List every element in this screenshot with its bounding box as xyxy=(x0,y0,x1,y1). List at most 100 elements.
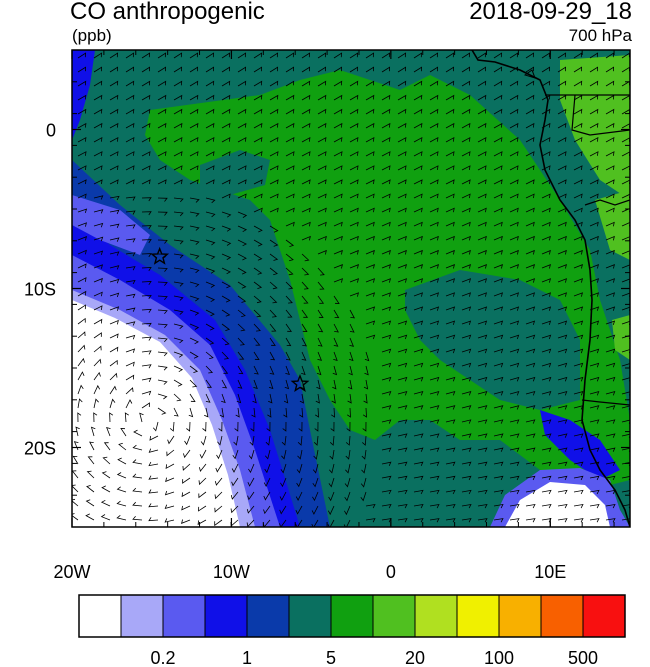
wind-barb xyxy=(173,309,184,315)
wind-barb xyxy=(589,334,600,340)
wind-barb xyxy=(77,357,85,367)
wind-barb xyxy=(525,376,536,382)
wind-barb xyxy=(157,281,168,286)
wind-barb xyxy=(477,405,488,410)
wind-barb xyxy=(221,122,231,129)
wind-barb xyxy=(198,477,207,486)
wind-barb xyxy=(344,477,351,488)
wind-barb xyxy=(77,304,86,311)
wind-barb xyxy=(413,235,423,241)
wind-barb xyxy=(116,500,127,507)
wind-barb xyxy=(234,421,239,432)
wind-barb xyxy=(157,179,167,185)
wind-barb xyxy=(253,323,261,332)
wind-barb xyxy=(101,471,111,479)
wind-barb xyxy=(573,235,583,241)
wind-barb xyxy=(541,419,552,424)
wind-barb xyxy=(573,334,584,340)
wind-barb xyxy=(477,489,488,495)
wind-barb xyxy=(141,151,151,157)
wind-barb xyxy=(477,376,488,382)
wind-barb xyxy=(349,94,359,101)
wind-barb xyxy=(269,323,277,332)
wind-barb xyxy=(109,385,117,395)
wind-barb xyxy=(157,379,168,385)
wind-barb xyxy=(181,505,191,511)
wind-barb xyxy=(269,94,279,101)
wind-barb xyxy=(605,334,616,340)
wind-barb xyxy=(317,179,327,185)
wind-barb xyxy=(250,421,255,432)
wind-barb xyxy=(93,264,103,269)
wind-barb xyxy=(141,364,152,369)
wind-barb xyxy=(413,362,424,368)
wind-barb xyxy=(72,455,79,465)
wind-barb xyxy=(589,489,600,495)
wind-barb xyxy=(333,351,338,361)
wind-barb xyxy=(285,207,295,213)
wind-barb xyxy=(509,108,519,115)
wind-barb xyxy=(413,447,424,452)
wind-barb xyxy=(173,179,183,185)
wind-barb xyxy=(557,405,568,410)
wind-barb xyxy=(311,505,319,515)
wind-barb xyxy=(493,235,503,241)
wind-barb xyxy=(317,249,327,255)
wind-barb xyxy=(525,334,536,340)
wind-barb xyxy=(589,108,599,115)
wind-barb xyxy=(397,475,408,481)
wind-barb xyxy=(525,221,535,227)
wind-barb xyxy=(365,249,375,255)
wind-barb xyxy=(157,211,168,216)
wind-barb xyxy=(333,235,343,241)
wind-barb xyxy=(221,393,226,404)
colorbar-box xyxy=(162,594,206,638)
wind-barb xyxy=(461,249,471,255)
wind-barb xyxy=(445,80,455,87)
wind-barb xyxy=(93,305,103,311)
wind-barb xyxy=(173,379,183,387)
wind-barb xyxy=(269,309,277,318)
wind-barb xyxy=(333,66,343,73)
wind-barb xyxy=(141,197,152,202)
wind-barb xyxy=(541,348,552,354)
wind-barb xyxy=(525,264,535,269)
wind-barb xyxy=(173,80,183,87)
wind-barb xyxy=(125,94,135,101)
wind-barb xyxy=(77,249,87,255)
wind-barb xyxy=(124,412,129,423)
wind-barb xyxy=(557,348,568,354)
wind-barb xyxy=(296,477,303,488)
wind-barb xyxy=(445,179,455,185)
wind-barb xyxy=(253,193,263,199)
wind-barb xyxy=(477,447,488,452)
wind-barb xyxy=(461,433,472,438)
wind-barb xyxy=(557,461,568,466)
wind-barb xyxy=(429,348,440,354)
x-tick-label: 10W xyxy=(213,562,250,582)
wind-barb xyxy=(221,253,232,260)
wind-barb xyxy=(125,279,136,285)
wind-barb xyxy=(363,379,369,390)
wind-barb xyxy=(125,165,135,171)
wind-barb xyxy=(285,267,294,276)
wind-barb xyxy=(589,433,600,438)
wind-barb xyxy=(429,362,440,368)
wind-barb xyxy=(413,136,423,143)
wind-barb xyxy=(413,207,423,213)
wind-barb xyxy=(493,151,503,157)
wind-barb xyxy=(348,365,353,376)
wind-barb xyxy=(589,249,599,255)
wind-barb xyxy=(132,487,143,493)
wind-barb xyxy=(216,449,223,460)
colorbar-box xyxy=(456,594,500,638)
wind-barb xyxy=(109,372,118,381)
wind-barb xyxy=(173,136,183,143)
wind-barb xyxy=(253,295,262,304)
wind-barb xyxy=(221,309,231,317)
wind-barb xyxy=(77,122,87,129)
wind-barb xyxy=(157,225,168,230)
wind-barb xyxy=(343,519,351,527)
wind-barb xyxy=(397,235,407,241)
wind-barb xyxy=(253,108,263,115)
